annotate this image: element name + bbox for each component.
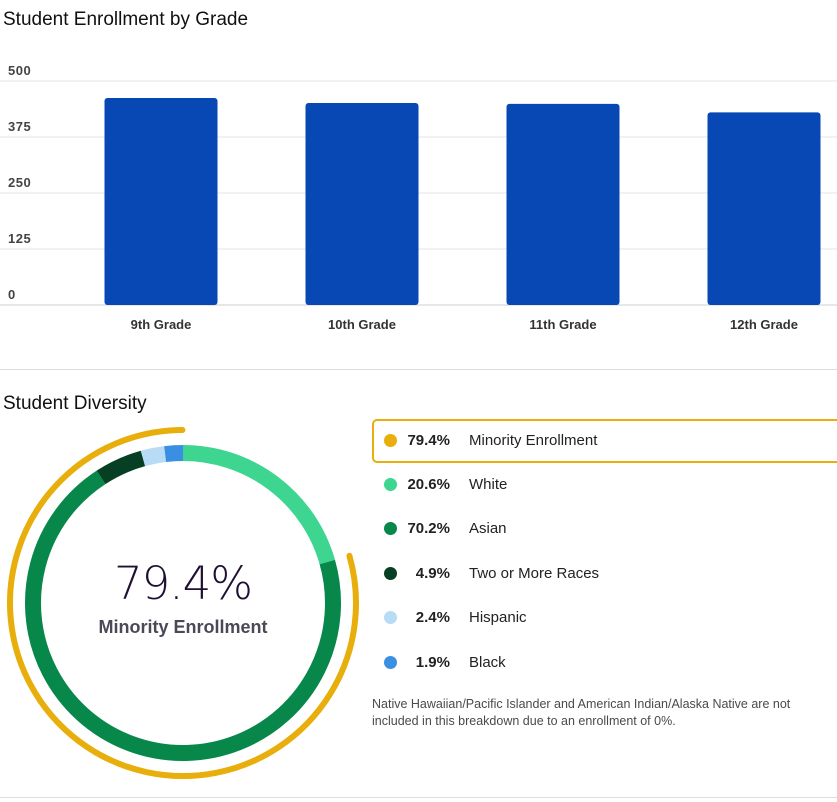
x-tick-label: 10th Grade: [328, 317, 396, 332]
x-tick-label: 11th Grade: [529, 317, 596, 332]
y-tick-label: 375: [8, 119, 31, 134]
donut-segment-white[interactable]: [182, 445, 335, 565]
minority-label: Minority Enrollment: [98, 617, 268, 637]
legend-label: Two or More Races: [469, 564, 600, 582]
enrollment-bar-chart: 0 125 250 375 500 9th Grade 10th Grade 11th Gra…: [0, 63, 837, 332]
donut-segment-asian[interactable]: [25, 470, 341, 761]
legend-dot-icon: [384, 522, 397, 536]
legend-label: Black: [469, 653, 506, 671]
legend-dot-icon: [384, 434, 397, 447]
legend-percentage: 70.2%: [407, 520, 450, 538]
donut-segment-hispanic[interactable]: [140, 446, 167, 467]
minority-percentage: 79.4%: [114, 557, 253, 610]
legend-item-minority-enrollment[interactable]: 79.4% Minority Enrollment: [372, 419, 837, 463]
donut-segment-two-or-more-races[interactable]: [96, 450, 146, 485]
legend-dot-icon: [384, 611, 397, 625]
legend-item-two-or-more-races[interactable]: 4.9% Two or More Races: [372, 553, 837, 598]
diversity-legend: 79.4% Minority Enrollment 20.6% White 70.2% A…: [372, 419, 837, 687]
legend-percentage: 79.4%: [407, 432, 450, 449]
bottom-divider: [0, 797, 837, 798]
bar-10th-grade[interactable]: [305, 102, 419, 305]
y-tick-label: 0: [8, 287, 16, 302]
diversity-footnote: Native Hawaiian/Pacific Islander and Ame…: [372, 697, 791, 728]
y-tick-label: 250: [8, 175, 31, 190]
minority-highlight-ring: [7, 427, 359, 779]
legend-percentage: 20.6%: [407, 475, 450, 493]
legend-percentage: 1.9%: [415, 653, 450, 671]
legend-dot-icon: [384, 477, 397, 491]
legend-item-white[interactable]: 20.6% White: [372, 464, 837, 509]
bar-11th-grade[interactable]: [506, 103, 620, 306]
x-tick-label: 12th Grade: [730, 317, 798, 332]
bar-12th-grade[interactable]: [707, 112, 821, 305]
legend-label: Minority Enrollment: [469, 432, 598, 449]
legend-label: Asian: [469, 520, 507, 538]
legend-item-hispanic[interactable]: 2.4% Hispanic: [372, 597, 837, 642]
donut-segment-black[interactable]: [164, 445, 184, 463]
legend-label: Hispanic: [469, 609, 527, 627]
legend-dot-icon: [384, 655, 397, 669]
legend-item-asian[interactable]: 70.2% Asian: [372, 508, 837, 553]
legend-percentage: 4.9%: [415, 564, 450, 582]
legend-percentage: 2.4%: [415, 609, 450, 627]
enrollment-chart-title: Student Enrollment by Grade: [3, 9, 249, 30]
diversity-donut-chart: [7, 427, 359, 779]
diversity-chart-title: Student Diversity: [3, 393, 147, 414]
section-divider: [0, 369, 837, 370]
legend-label: White: [469, 475, 508, 493]
y-tick-label: 500: [8, 63, 31, 78]
x-tick-label: 9th Grade: [131, 317, 192, 332]
legend-item-black[interactable]: 1.9% Black: [372, 642, 837, 687]
bar-9th-grade[interactable]: [104, 98, 218, 305]
y-tick-label: 125: [8, 231, 31, 246]
legend-dot-icon: [384, 566, 397, 580]
